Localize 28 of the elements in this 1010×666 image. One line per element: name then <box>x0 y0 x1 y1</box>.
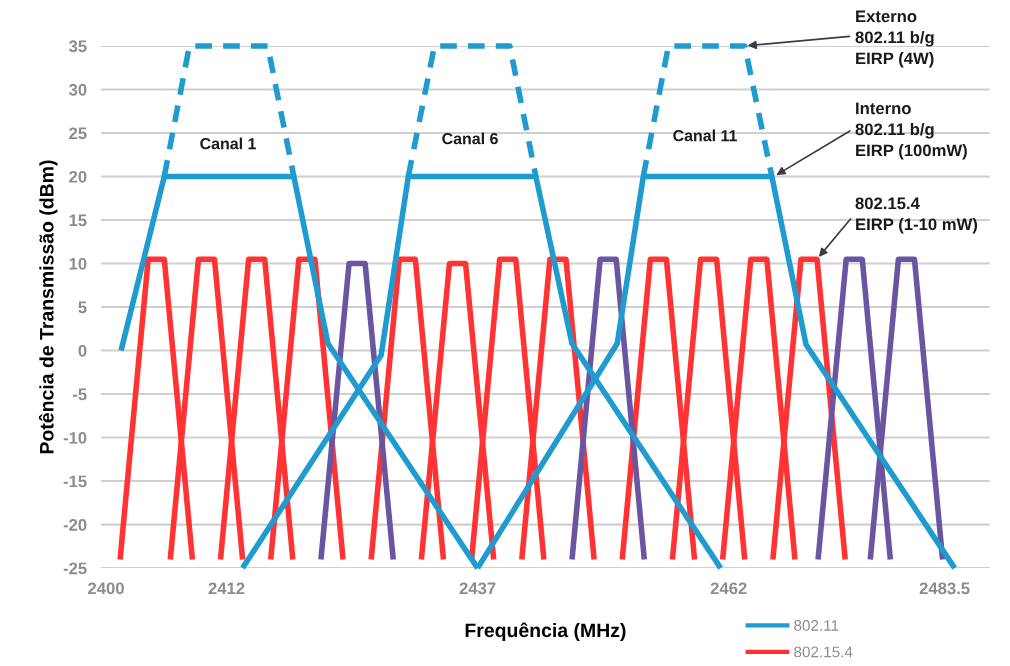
legend-label: 802.11 <box>794 620 839 631</box>
y-tick-label: -10 <box>63 431 87 444</box>
x-axis-title: Frequência (MHz) <box>465 622 626 642</box>
y-tick-label: 30 <box>68 83 87 96</box>
x-tick-label: 2437 <box>459 582 496 595</box>
y-tick-label: 10 <box>69 257 87 270</box>
y-tick-label: -25 <box>63 562 87 575</box>
y-tick-label: -5 <box>72 388 87 401</box>
y-tick-label: 0 <box>78 344 87 357</box>
y-tick-label: 25 <box>69 127 87 140</box>
y-tick-label: 5 <box>78 301 87 314</box>
y-tick-label: 35 <box>68 40 87 53</box>
annotation: Interno 802.11 b/g EIRP (100mW) <box>855 102 967 160</box>
y-tick-label: 15 <box>69 214 87 227</box>
x-tick-label: 2483.5 <box>919 582 970 595</box>
annotation: 802.15.4 EIRP (1-10 mW) <box>855 197 978 234</box>
annotation: Canal 11 <box>673 129 737 142</box>
y-axis-title: Potência de Transmissão (dBm) <box>38 160 58 454</box>
x-tick-label: 2400 <box>88 582 124 595</box>
x-tick-label: 2412 <box>208 582 245 595</box>
annotation: Canal 6 <box>442 132 498 145</box>
y-tick-label: 20 <box>69 170 87 183</box>
annotation: Canal 1 <box>200 137 256 150</box>
x-tick-label: 2462 <box>710 582 747 595</box>
y-tick-label: -15 <box>63 475 87 488</box>
legend-label: 802.15.4 <box>794 646 853 658</box>
y-tick-label: -20 <box>63 518 87 531</box>
annotation: Externo 802.11 b/g EIRP (4W) <box>855 10 934 68</box>
